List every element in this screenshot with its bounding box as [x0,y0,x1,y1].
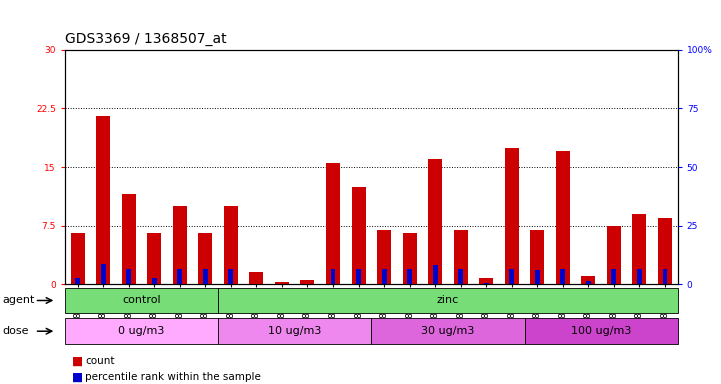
Bar [249,273,263,284]
Text: GDS3369 / 1368507_at: GDS3369 / 1368507_at [65,32,226,46]
Bar [71,233,84,284]
Bar [402,233,417,284]
Bar [505,147,519,284]
Bar [229,269,234,284]
Bar [371,318,525,344]
Bar [637,269,642,284]
Text: 0 ug/m3: 0 ug/m3 [118,326,164,336]
Bar [525,318,678,344]
Bar [535,270,540,284]
Text: zinc: zinc [437,295,459,306]
Bar [275,282,289,284]
Bar [65,318,218,344]
Bar [152,278,156,284]
Bar [663,269,668,284]
Text: 100 ug/m3: 100 ug/m3 [571,326,632,336]
Bar [586,281,590,284]
Bar [301,280,314,284]
Text: 10 ug/m3: 10 ug/m3 [268,326,322,336]
Text: dose: dose [2,326,29,336]
Text: ■: ■ [72,371,83,383]
Bar [218,288,678,313]
Bar [356,269,361,284]
Text: agent: agent [2,295,35,306]
Bar [479,278,493,284]
Bar [173,206,187,284]
Bar [459,269,463,284]
Text: control: control [122,295,161,306]
Text: count: count [85,356,115,366]
Bar [101,264,106,284]
Bar [381,269,386,284]
Bar [433,265,438,284]
Bar [530,230,544,284]
Bar [224,206,238,284]
Bar [198,233,213,284]
Bar [454,230,468,284]
Bar [122,194,136,284]
Bar [560,269,565,284]
Bar [658,218,672,284]
Bar [509,269,514,284]
Bar [581,276,596,284]
Bar [377,230,391,284]
Bar [218,318,371,344]
Bar [607,226,621,284]
Bar [484,283,489,284]
Bar [428,159,442,284]
Bar [65,288,218,313]
Text: ■: ■ [72,355,83,368]
Bar [556,151,570,284]
Bar [352,187,366,284]
Bar [611,269,616,284]
Bar [75,278,80,284]
Bar [407,269,412,284]
Bar [632,214,647,284]
Bar [330,269,335,284]
Bar [96,116,110,284]
Bar [147,233,162,284]
Text: percentile rank within the sample: percentile rank within the sample [85,372,261,382]
Bar [203,269,208,284]
Bar [177,269,182,284]
Text: 30 ug/m3: 30 ug/m3 [421,326,474,336]
Bar [326,163,340,284]
Bar [126,269,131,284]
